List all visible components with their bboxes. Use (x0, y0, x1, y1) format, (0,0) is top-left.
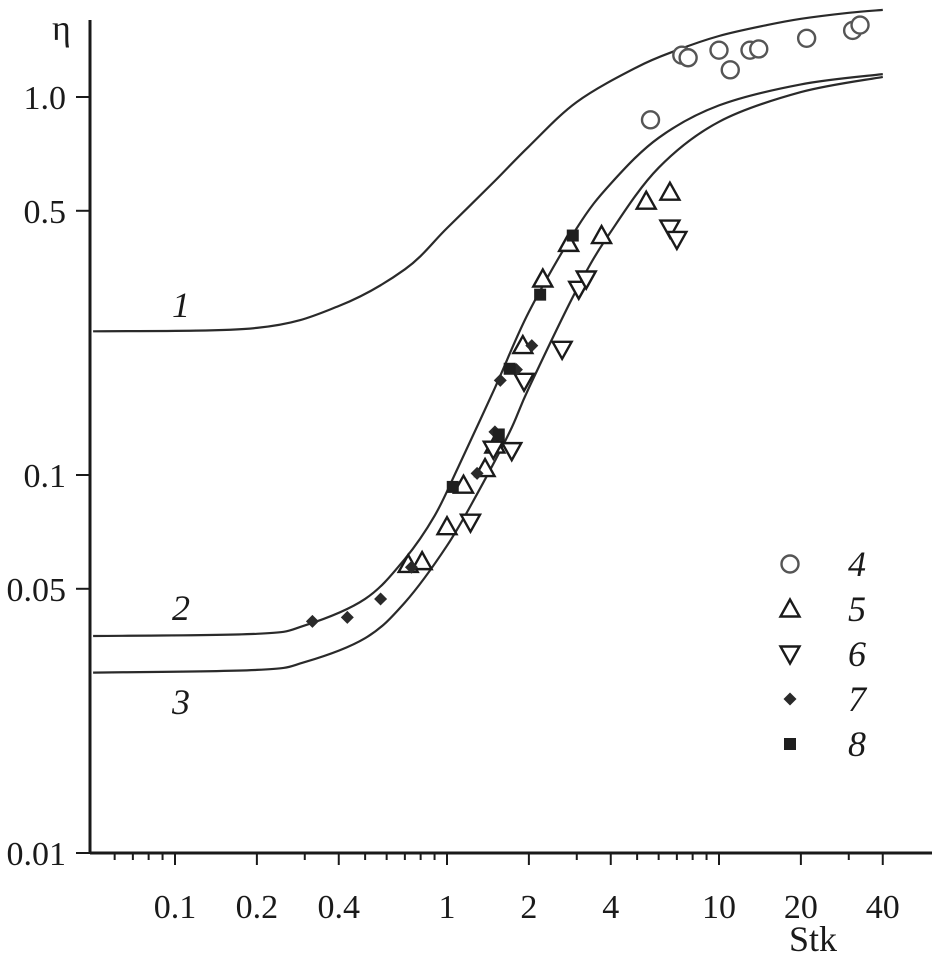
series-4-point (640, 110, 661, 130)
curve-label-3: 3 (171, 682, 190, 722)
series-6-point (481, 440, 505, 462)
y-tick-label: 1.0 (24, 80, 67, 117)
curve-labels-layer: 1 2 3 (171, 285, 190, 722)
series-4-point (850, 15, 870, 35)
legend: 4 5 6 7 8 (778, 544, 868, 764)
series-6-point (665, 230, 689, 252)
curve-3 (93, 75, 884, 674)
curves-layer (93, 8, 884, 674)
series-5-point (435, 514, 459, 536)
series-6-point (458, 513, 483, 535)
series-8-point (503, 362, 516, 375)
y-tick-label: 0.05 (7, 572, 67, 609)
series-4-point (678, 48, 698, 68)
series-4-point (796, 28, 817, 48)
x-tick-label: 4 (602, 889, 619, 926)
x-tick-label: 0.2 (236, 889, 279, 926)
legend-label-8: 8 (848, 724, 866, 764)
x-tick-label: 10 (702, 889, 736, 926)
series-6-point (574, 270, 598, 291)
series-6-point (500, 441, 524, 463)
x-tick-label: 0.1 (154, 889, 197, 926)
curve-1 (93, 8, 883, 333)
series-8-point (534, 288, 547, 301)
axes-layer (88, 20, 932, 855)
series-6-point (658, 219, 682, 241)
series-6-point (550, 340, 574, 362)
legend-marker-5 (778, 597, 802, 618)
ticks-layer: 0.1 0.2 0.4 1 2 4 10 20 40 0.01 0.05 0.1 0.5 1.0 (7, 80, 900, 926)
legend-marker-8 (784, 738, 796, 750)
legend-label-5: 5 (848, 589, 866, 629)
series-7-point (374, 592, 388, 606)
series-8-point (446, 480, 459, 493)
legend-label-6: 6 (848, 634, 866, 674)
series-7-point (525, 339, 539, 353)
series-7-point (470, 466, 484, 480)
y-tick-label: 0.1 (24, 458, 67, 495)
legend-marker-7 (783, 692, 797, 706)
series-4-point (720, 60, 740, 80)
series-4-point (709, 40, 729, 60)
curve-label-2: 2 (172, 588, 190, 628)
legend-label-4: 4 (848, 544, 866, 584)
x-tick-label: 1 (439, 889, 456, 926)
legend-label-7: 7 (848, 679, 868, 719)
y-tick-label: 0.01 (7, 836, 67, 873)
x-tick-label: 40 (866, 889, 900, 926)
curve-2 (93, 73, 883, 638)
series-5-point (557, 231, 581, 253)
curve-label-1: 1 (172, 285, 190, 325)
x-tick-label: 0.4 (318, 889, 361, 926)
series-8-point (566, 229, 579, 242)
series-5-point (634, 189, 658, 210)
series-5-point (658, 180, 682, 201)
series-5-point (410, 549, 434, 571)
y-axis-title: η (52, 8, 71, 48)
series-5-point (590, 223, 614, 245)
y-tick-label: 0.5 (24, 194, 67, 231)
x-tick-label: 20 (784, 889, 818, 926)
x-axis-title: Stk (789, 919, 837, 959)
series-8-point (492, 428, 505, 441)
series-7-point (305, 614, 319, 628)
series-7-point (340, 610, 354, 624)
series-4-point (749, 39, 769, 59)
markers-layer (305, 15, 870, 628)
legend-marker-4 (780, 554, 800, 574)
series-7-point (404, 560, 418, 574)
series-6-point (512, 372, 536, 394)
series-7-point (493, 373, 507, 387)
x-tick-label: 2 (520, 889, 537, 926)
series-5-point (531, 267, 555, 288)
legend-marker-6 (778, 645, 802, 666)
